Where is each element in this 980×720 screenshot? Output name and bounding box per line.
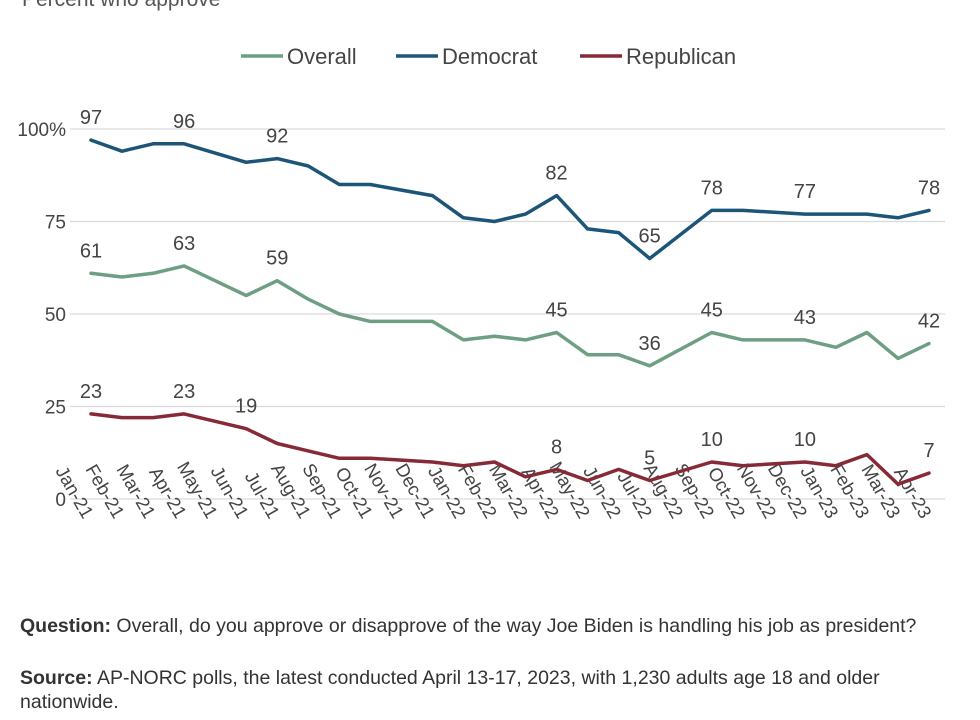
data-label: 7: [923, 440, 934, 462]
y-tick-label: 50: [45, 305, 66, 326]
data-label: 42: [918, 311, 940, 333]
data-label: 77: [794, 181, 816, 203]
data-label: 8: [551, 436, 562, 458]
y-tick-label: 25: [45, 398, 66, 419]
data-label: 97: [80, 107, 102, 129]
data-label: 10: [701, 429, 723, 451]
data-label: 59: [266, 248, 288, 270]
data-label: 82: [545, 163, 567, 185]
question-label: Question:: [20, 615, 111, 637]
source-label: Source:: [20, 667, 93, 689]
data-label: 5: [644, 448, 655, 470]
data-label: 65: [639, 226, 661, 248]
data-label: 45: [701, 300, 723, 322]
data-label: 36: [639, 333, 661, 355]
x-axis-tick-labels: Jan-21Feb-21Mar-21Apr-21May-21Jun-21Jul-…: [51, 458, 935, 522]
legend-label: Republican: [626, 44, 736, 69]
chart-subtitle: Percent who approve: [22, 0, 220, 12]
data-label: 78: [701, 177, 723, 199]
data-labels: 61 63 59 45 36 45 43 42 97 96 92 82 65 78 77 78 23 23 19 8 5…: [80, 107, 940, 469]
data-label: 63: [173, 233, 195, 255]
y-tick-label: 100%: [17, 120, 66, 141]
data-label: 23: [173, 381, 195, 403]
data-label: 23: [80, 381, 102, 403]
data-label: 92: [266, 126, 288, 148]
series-lines: [89, 138, 931, 486]
series-line-republican: [89, 412, 931, 486]
data-label: 61: [80, 240, 102, 262]
y-axis-tick-labels: 0 25 50 75 100%: [17, 120, 66, 511]
question-note: Question: Overall, do you approve or dis…: [20, 614, 950, 638]
series-line-overall: [89, 264, 931, 368]
data-label: 45: [545, 300, 567, 322]
y-tick-label: 75: [45, 213, 66, 234]
series-line-democrat: [89, 138, 931, 261]
question-text: Overall, do you approve or disapprove of…: [111, 615, 917, 637]
legend-label: Overall: [287, 44, 357, 69]
data-label: 10: [794, 429, 816, 451]
data-label: 78: [918, 177, 940, 199]
data-label: 43: [794, 307, 816, 329]
legend-label: Democrat: [442, 44, 537, 69]
data-label: 96: [173, 111, 195, 133]
legend: Overall Democrat Republican: [241, 44, 736, 69]
source-text: AP-NORC polls, the latest conducted Apri…: [20, 667, 880, 713]
gridlines: [70, 128, 945, 500]
data-label: 19: [235, 396, 257, 418]
y-tick-label: 0: [55, 490, 66, 511]
source-note: Source: AP-NORC polls, the latest conduc…: [20, 666, 950, 714]
